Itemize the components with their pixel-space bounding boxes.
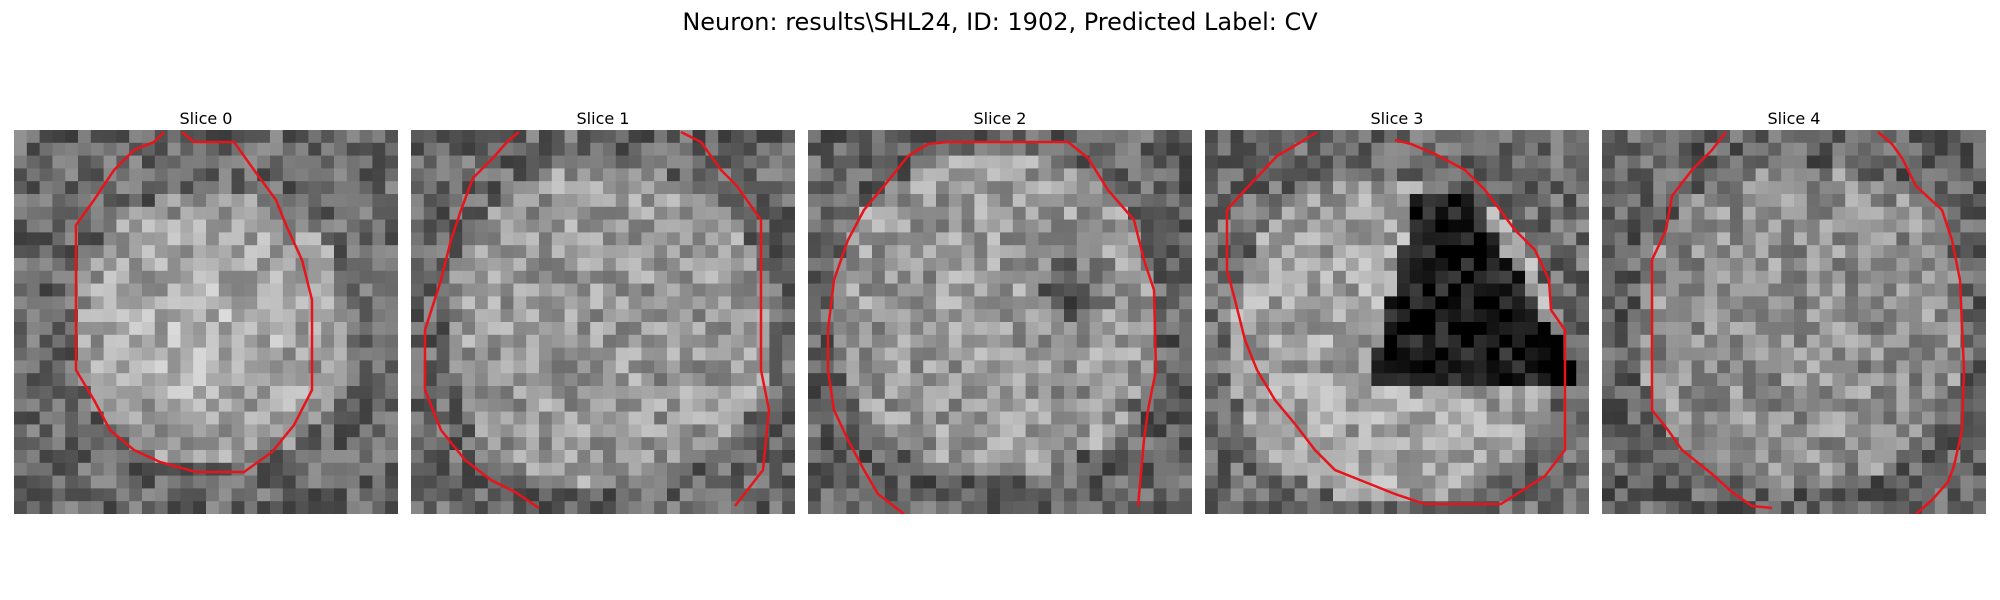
figure-title: Neuron: results\SHL24, ID: 1902, Predict…	[682, 8, 1318, 36]
slice-image-1	[411, 130, 795, 514]
roi-outline-2	[907, 140, 1158, 507]
slice-panel-3: Slice 3	[1205, 108, 1589, 514]
slice-image-2	[808, 130, 1192, 514]
slice-image-3	[1205, 130, 1589, 514]
roi-outline-4-right	[1877, 131, 1966, 514]
slice-title-1: Slice 1	[576, 109, 630, 128]
slice-panel-2: Slice 2	[808, 108, 1192, 514]
slice-panel-4: Slice 4	[1602, 108, 1986, 514]
slice-panel-0: Slice 0	[14, 108, 398, 514]
slice-title-0: Slice 0	[179, 109, 233, 128]
slice-image-4	[1602, 130, 1986, 514]
slice-title-2: Slice 2	[973, 109, 1027, 128]
roi-outline-3	[1225, 130, 1567, 506]
roi-outline-1-right	[680, 130, 771, 507]
slice-title-3: Slice 3	[1370, 109, 1424, 128]
slice-image-0	[14, 130, 398, 514]
roi-outline-2-left	[826, 155, 909, 514]
slice-panel-1: Slice 1	[411, 108, 795, 514]
roi-outline-1-left	[423, 131, 540, 510]
roi-outline-4-left	[1650, 131, 1773, 510]
slice-title-4: Slice 4	[1767, 109, 1821, 128]
roi-outline-0	[74, 131, 314, 474]
